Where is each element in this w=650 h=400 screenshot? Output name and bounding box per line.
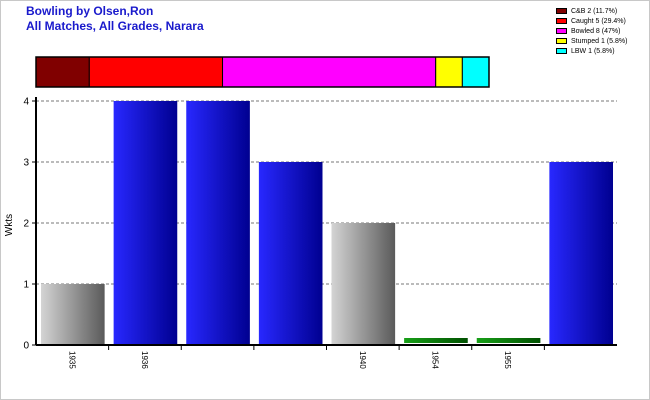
bar xyxy=(186,101,250,345)
legend-swatch xyxy=(556,8,567,14)
legend-label: Stumped 1 (5.8%) xyxy=(571,37,628,45)
x-tick-label: 1936 xyxy=(140,351,149,369)
dismissal-bar-outline xyxy=(35,56,490,88)
dismissal-segment-lbw xyxy=(461,56,490,88)
legend-label: LBW 1 (5.8%) xyxy=(571,47,615,55)
y-tick-label: 2 xyxy=(23,219,29,230)
legend-label: C&B 2 (11.7%) xyxy=(571,7,618,15)
x-tick-label: 1954 xyxy=(430,351,439,369)
y-tick-label: 0 xyxy=(23,341,29,352)
bar xyxy=(549,162,613,345)
legend-item-bowled: Bowled 8 (47%) xyxy=(556,26,627,36)
bar xyxy=(404,338,468,343)
chart-title: Bowling by Olsen,Ron xyxy=(26,4,154,18)
legend-swatch xyxy=(556,18,567,24)
dismissal-segment-cb xyxy=(35,56,90,88)
bar xyxy=(476,338,541,343)
legend-label: Caught 5 (29.4%) xyxy=(571,17,626,25)
legend-item-stumped: Stumped 1 (5.8%) xyxy=(556,36,627,46)
x-tick-label: 1940 xyxy=(358,351,367,369)
bar xyxy=(41,284,105,345)
bar xyxy=(113,101,178,345)
dismissal-segment-bowled xyxy=(222,56,437,88)
bar xyxy=(331,223,396,345)
x-tick-label: 1955 xyxy=(503,351,512,369)
legend-swatch xyxy=(556,28,567,34)
legend-label: Bowled 8 (47%) xyxy=(571,27,621,35)
bar xyxy=(258,162,323,345)
dismissal-segment-stumped xyxy=(435,56,463,88)
legend-item-cb: C&B 2 (11.7%) xyxy=(556,6,627,16)
y-tick-label: 4 xyxy=(23,97,29,108)
dismissal-segment-caught xyxy=(88,56,224,88)
y-tick-label: 3 xyxy=(23,158,29,169)
x-tick-label: 1935 xyxy=(67,351,76,369)
legend-swatch xyxy=(556,38,567,44)
legend: C&B 2 (11.7%) Caught 5 (29.4%) Bowled 8 … xyxy=(556,6,627,56)
y-tick-label: 1 xyxy=(23,280,29,291)
legend-item-lbw: LBW 1 (5.8%) xyxy=(556,46,627,56)
y-axis-label: Wkts xyxy=(4,214,15,236)
legend-swatch xyxy=(556,48,567,54)
legend-item-caught: Caught 5 (29.4%) xyxy=(556,16,627,26)
chart-subtitle: All Matches, All Grades, Narara xyxy=(26,19,204,33)
